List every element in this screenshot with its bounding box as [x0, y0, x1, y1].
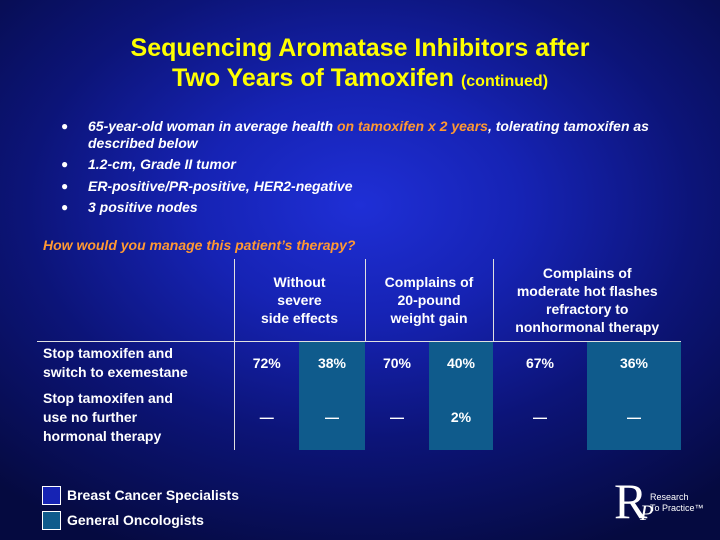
cell-go-hot-flashes: 36%: [587, 341, 681, 384]
header-blank-cell: [37, 259, 234, 342]
bullet-item: ● ER-positive/PR-positive, HER2-negative: [61, 177, 706, 195]
row-label-exemestane: Stop tamoxifen and switch to exemestane: [37, 342, 234, 385]
slide-title: Sequencing Aromatase Inhibitors after Tw…: [0, 33, 720, 97]
table-row: Stop tamoxifen and use no further hormon…: [37, 384, 681, 450]
row-label-line: hormonal therapy: [43, 427, 162, 444]
legend-label: General Oncologists: [67, 512, 204, 528]
title-suffix: (continued): [460, 73, 549, 90]
row-label-line: use no further: [43, 408, 138, 425]
logo-text-line-1: Research: [650, 492, 689, 502]
case-bullet-list: ● 65-year-old woman in average health on…: [61, 118, 706, 221]
cell-bcs-weight-gain: 70%: [382, 355, 412, 371]
bullet-dot-icon: ●: [61, 157, 69, 171]
cell-bcs-weight-gain: —: [390, 409, 404, 425]
table-row: Stop tamoxifen and switch to exemestane …: [37, 341, 681, 385]
bullet-text-post: , tolerating tamoxifen as described belo…: [88, 118, 649, 151]
logo-letter: R: [614, 473, 648, 529]
cell-go-no-side-effects: 38%: [299, 341, 365, 384]
header-line: side effects: [260, 310, 339, 326]
table-header-row: Without severe side effects Complains of…: [37, 259, 681, 342]
bullet-highlight: on tamoxifen x 2 years: [336, 118, 488, 134]
row-label-line: switch to exemestane: [43, 364, 188, 380]
cell-go-hot-flashes: —: [587, 384, 681, 450]
legend-swatch: [42, 486, 61, 505]
bullet-text: 3 positive nodes: [88, 199, 198, 215]
row-label-no-hormonal: Stop tamoxifen and use no further hormon…: [37, 384, 234, 450]
header-weight-gain: Complains of 20-pound weight gain: [364, 259, 493, 342]
bullet-item: ● 3 positive nodes: [61, 199, 706, 216]
header-line: 20-pound: [397, 292, 461, 308]
header-line: Complains of: [542, 265, 632, 281]
results-table: Without severe side effects Complains of…: [37, 259, 681, 450]
cell-bcs-hot-flashes: 67%: [525, 355, 555, 371]
legend-swatch: [42, 511, 61, 530]
header-line: Without: [273, 274, 326, 290]
bullet-item: ● 65-year-old woman in average health on…: [61, 118, 706, 151]
bullet-dot-icon: ●: [61, 119, 69, 133]
cell-bcs-no-side-effects: —: [233, 384, 299, 450]
bullet-dot-icon: ●: [61, 178, 69, 193]
management-question: How would you manage this patient’s ther…: [43, 237, 356, 253]
header-line: refractory to: [546, 301, 629, 317]
bullet-text: 65-year-old woman in average health: [88, 118, 337, 134]
header-no-side-effects: Without severe side effects: [233, 259, 365, 342]
header-line: weight gain: [390, 310, 468, 326]
legend-label: Breast Cancer Specialists: [67, 487, 239, 503]
cell-go-no-side-effects: —: [299, 384, 365, 450]
header-line: Complains of: [384, 274, 474, 290]
logo-text-line-2: To Practice™: [650, 503, 704, 513]
bullet-text: 1.2-cm, Grade II tumor: [88, 156, 236, 172]
title-line-1: Sequencing Aromatase Inhibitors after: [130, 34, 590, 62]
header-line: moderate hot flashes: [516, 283, 658, 299]
title-line-2-text: Two Years of Tamoxifen: [171, 64, 454, 92]
title-line-2: Two Years of Tamoxifen (continued): [0, 63, 720, 97]
cell-go-weight-gain: 2%: [429, 384, 493, 450]
bullet-text: ER-positive/PR-positive, HER2-negative: [88, 177, 353, 194]
row-label-line: Stop tamoxifen and: [43, 345, 173, 361]
row-label-line: Stop tamoxifen and: [43, 389, 173, 406]
bullet-item: ● 1.2-cm, Grade II tumor: [61, 156, 706, 173]
bullet-dot-icon: ●: [61, 200, 69, 214]
logo-subletter: P: [640, 500, 654, 525]
header-line: severe: [277, 292, 322, 308]
header-hot-flashes: Complains of moderate hot flashes refrac…: [492, 259, 681, 342]
cell-go-weight-gain: 40%: [429, 341, 493, 384]
research-to-practice-logo: R P Research To Practice™: [614, 476, 714, 528]
header-line: nonhormonal therapy: [515, 319, 660, 335]
cell-bcs-hot-flashes: —: [533, 409, 547, 425]
cell-bcs-no-side-effects: 72%: [233, 341, 299, 384]
